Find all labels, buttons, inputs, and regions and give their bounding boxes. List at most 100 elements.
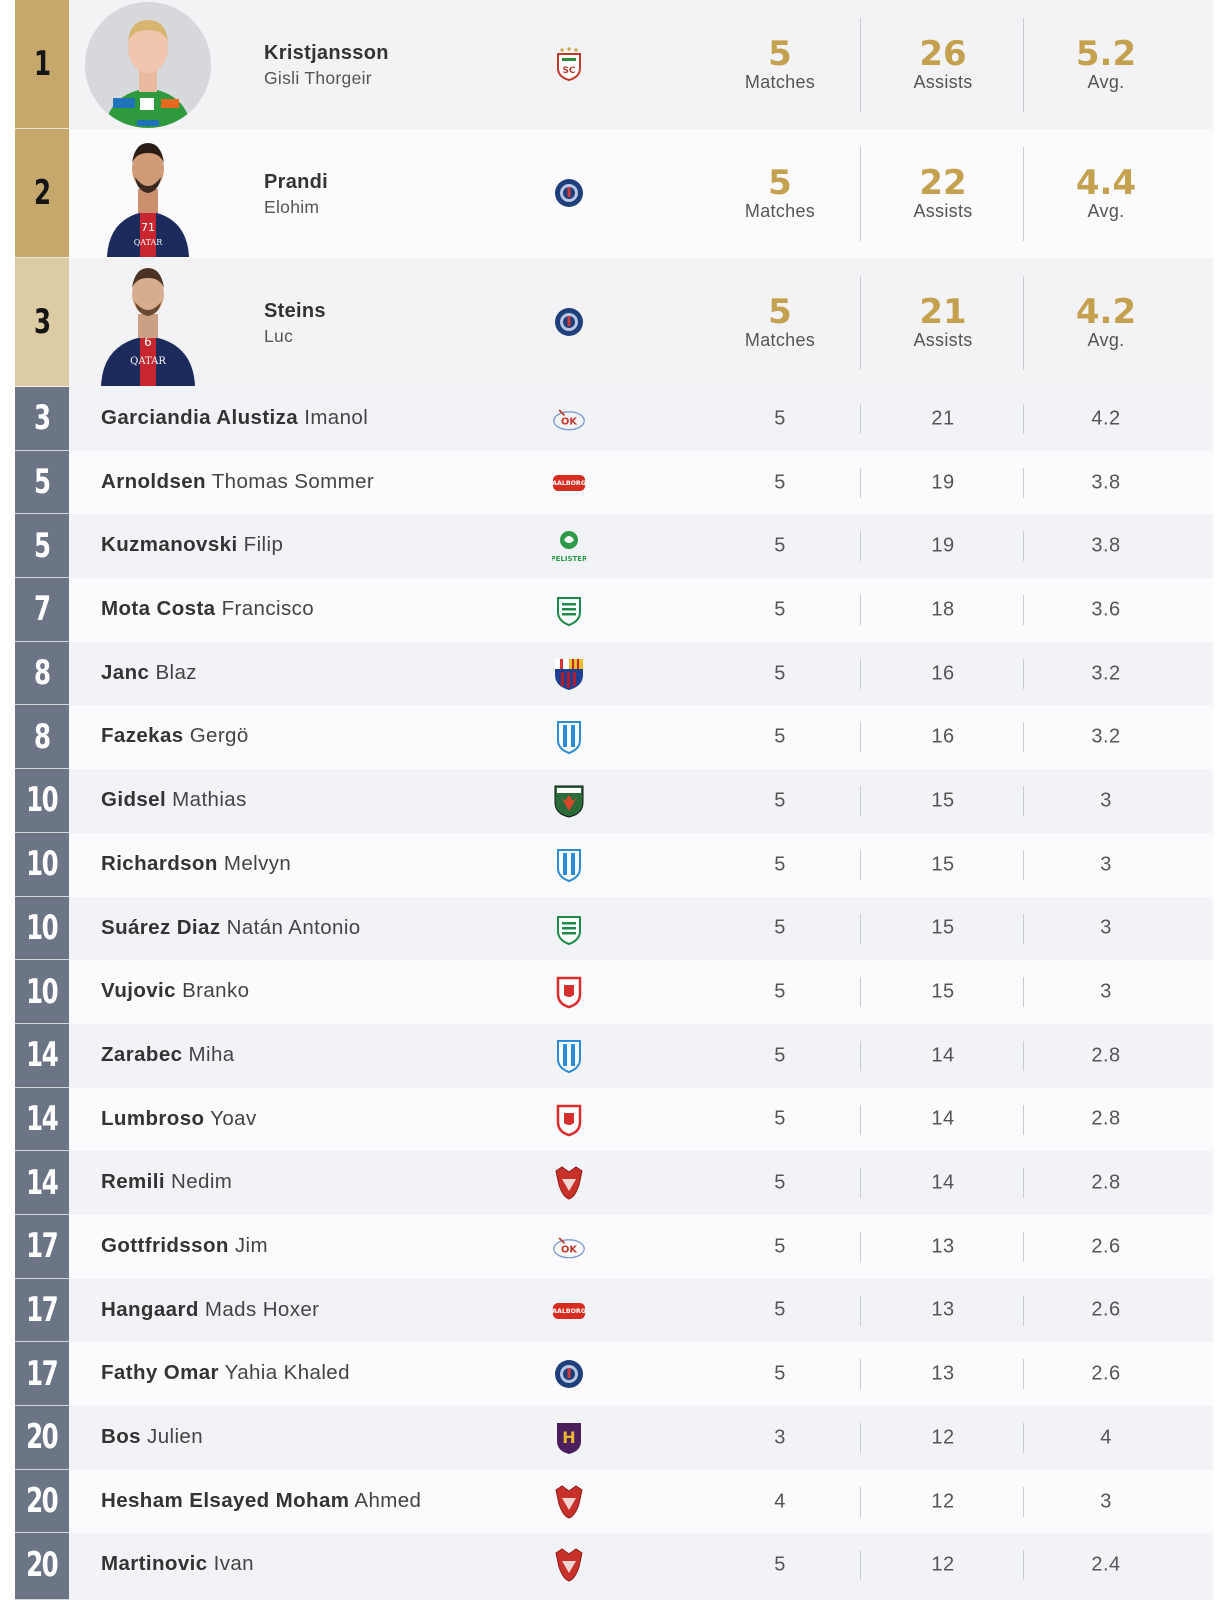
player-first-name: Luc	[264, 326, 294, 346]
rank-badge: 14	[15, 1151, 69, 1215]
leaderboard-row[interactable]: 8 Fazekas Gergö 5 16 3.2	[15, 705, 1213, 770]
leaderboard-row[interactable]: 3 Garciandia Alustiza Imanol OK 5 21 4.2	[15, 387, 1213, 451]
player-name[interactable]: Zarabec Miha	[101, 1043, 235, 1067]
svg-text:AALBORG: AALBORG	[552, 479, 586, 486]
leaderboard-row[interactable]: 10 Suárez Diaz Natán Antonio 5 15 3	[15, 896, 1213, 961]
column-divider	[1023, 147, 1024, 241]
leaderboard-row[interactable]: 20 Martinovic Ivan 5 12 2.4	[15, 1533, 1213, 1598]
player-name[interactable]: Gidsel Mathias	[101, 788, 247, 812]
column-divider	[860, 595, 861, 626]
leaderboard-row[interactable]: 10 Richardson Melvyn 5 15 3	[15, 832, 1213, 897]
player-last-name: Mota Costa	[101, 597, 216, 621]
player-name[interactable]: Gottfridsson Jim	[101, 1234, 268, 1258]
avg-stat: 5.2 Avg.	[1031, 37, 1181, 93]
rank-number: 10	[26, 844, 59, 885]
rank-badge: 5	[15, 514, 69, 579]
player-name[interactable]: Hangaard Mads Hoxer	[101, 1298, 319, 1322]
rank-number: 7	[34, 589, 51, 630]
rank-number: 10	[26, 780, 59, 821]
leaderboard-row[interactable]: 5 Arnoldsen Thomas Sommer AALBORG 5 19 3.8	[15, 450, 1213, 515]
rank-badge: 20	[15, 1406, 69, 1470]
player-first-name: Ahmed	[354, 1488, 422, 1512]
leaderboard-row[interactable]: 14 Zarabec Miha 5 14 2.8	[15, 1023, 1213, 1088]
player-first-name: Miha	[188, 1042, 235, 1066]
column-divider	[860, 1040, 861, 1071]
player-name[interactable]: Martinovic Ivan	[101, 1552, 254, 1576]
leaderboard-row[interactable]: 14 Lumbroso Yoav 5 14 2.8	[15, 1087, 1213, 1152]
svg-text:AALBORG: AALBORG	[552, 1307, 586, 1314]
avg-value: 2.8	[1091, 1171, 1121, 1194]
player-name[interactable]: Fathy Omar Yahia Khaled	[101, 1361, 350, 1385]
column-divider	[1023, 1104, 1024, 1135]
leaderboard-row[interactable]: 20 Bos Julien H 3 12 4	[15, 1406, 1213, 1470]
player-last-name: Richardson	[101, 851, 218, 875]
player-name[interactable]: Richardson Melvyn	[101, 852, 291, 876]
leaderboard-row-top[interactable]: 2 71 QATAR Prandi Elohim 5 Matches 22 Assists 4.4…	[15, 129, 1213, 258]
player-name[interactable]: Steins Luc	[264, 300, 326, 347]
player-name[interactable]: Janc Blaz	[101, 661, 197, 685]
player-name[interactable]: Vujovic Branko	[101, 979, 249, 1003]
player-name[interactable]: Suárez Diaz Natán Antonio	[101, 916, 361, 940]
leaderboard-row[interactable]: 20 Hesham Elsayed Moham Ahmed 4 12 3	[15, 1469, 1213, 1534]
column-divider	[1023, 1040, 1024, 1071]
rank-badge: 20	[15, 1533, 69, 1598]
rank-badge: 1	[15, 0, 69, 129]
leaderboard-row[interactable]: 17 Gottfridsson Jim OK 5 13 2.6	[15, 1214, 1213, 1279]
avg-value: 3.8	[1091, 534, 1121, 557]
player-last-name: Fathy Omar	[101, 1361, 219, 1385]
leaderboard-row[interactable]: 10 Vujovic Branko 5 15 3	[15, 960, 1213, 1024]
matches-value: 5	[774, 789, 786, 812]
wisla-plock-logo-icon	[552, 1039, 586, 1073]
leaderboard-row[interactable]: 17 Hangaard Mads Hoxer AALBORG 5 13 2.6	[15, 1278, 1213, 1343]
player-avatar: 71 QATAR	[85, 131, 211, 257]
player-last-name: Arnoldsen	[101, 469, 206, 493]
matches-value: 4	[774, 1490, 786, 1513]
rank-number: 14	[26, 1162, 59, 1203]
column-divider	[860, 1486, 861, 1517]
wisla-plock-logo-icon	[552, 848, 586, 882]
paris-sg-logo-icon	[552, 1357, 586, 1391]
matches-value: 5	[774, 916, 786, 939]
player-first-name: Gisli Thorgeir	[264, 68, 372, 88]
player-name[interactable]: Fazekas Gergö	[101, 724, 249, 748]
leaderboard-row[interactable]: 7 Mota Costa Francisco 5 18 3.6	[15, 578, 1213, 642]
player-name[interactable]: Prandi Elohim	[264, 171, 328, 218]
leaderboard-row[interactable]: 17 Fathy Omar Yahia Khaled 5 13 2.6	[15, 1342, 1213, 1406]
column-divider	[1023, 977, 1024, 1008]
player-first-name: Melvyn	[223, 851, 292, 875]
leaderboard-row-top[interactable]: 3 6 QATAR Steins Luc 5 Matches 21 Assists 4.2 Avg.	[15, 258, 1213, 387]
avg-value: 3	[1100, 916, 1112, 939]
leaderboard-row-top[interactable]: 1 Kristjansson Gisli Thorgeir SC 5 Matches 26 A…	[15, 0, 1213, 129]
assists-value: 18	[931, 598, 955, 621]
avg-value: 4.2	[1075, 292, 1137, 332]
player-name[interactable]: Lumbroso Yoav	[101, 1107, 257, 1131]
leaderboard-row[interactable]: 10 Gidsel Mathias 5 15 3	[15, 769, 1213, 833]
player-name[interactable]: Arnoldsen Thomas Sommer	[101, 470, 374, 494]
player-name[interactable]: Kristjansson Gisli Thorgeir	[264, 42, 389, 89]
player-name[interactable]: Garciandia Alustiza Imanol	[101, 406, 368, 430]
player-last-name: Zarabec	[101, 1042, 183, 1066]
player-name[interactable]: Hesham Elsayed Moham Ahmed	[101, 1489, 421, 1513]
column-divider	[860, 147, 861, 241]
player-name[interactable]: Remili Nedim	[101, 1170, 232, 1194]
leaderboard-row[interactable]: 8 Janc Blaz 5 16 3.2	[15, 641, 1213, 706]
avg-value: 4.2	[1091, 407, 1121, 430]
matches-stat: 5 Matches	[705, 295, 855, 351]
column-divider	[1023, 658, 1024, 689]
svg-text:H: H	[562, 1428, 575, 1447]
leaderboard-row[interactable]: 5 Kuzmanovski Filip PELISTER 5 19 3.8	[15, 514, 1213, 579]
player-name[interactable]: Kuzmanovski Filip	[101, 533, 283, 557]
veszprem-eagle-logo-icon	[552, 1485, 586, 1519]
rank-number: 3	[34, 398, 51, 439]
player-name[interactable]: Mota Costa Francisco	[101, 597, 314, 621]
leaderboard-row[interactable]: 14 Remili Nedim 5 14 2.8	[15, 1151, 1213, 1215]
player-last-name: Hesham Elsayed Moham	[101, 1488, 350, 1512]
player-name[interactable]: Bos Julien	[101, 1425, 203, 1449]
avg-stat: 4.2 Avg.	[1031, 292, 1181, 351]
svg-text:6: 6	[144, 335, 152, 349]
player-first-name: Mathias	[172, 788, 247, 812]
assists-value: 19	[931, 471, 955, 494]
player-first-name: Imanol	[304, 406, 369, 429]
rank-badge: 2	[15, 129, 69, 258]
avg-value: 2.8	[1091, 1107, 1121, 1130]
